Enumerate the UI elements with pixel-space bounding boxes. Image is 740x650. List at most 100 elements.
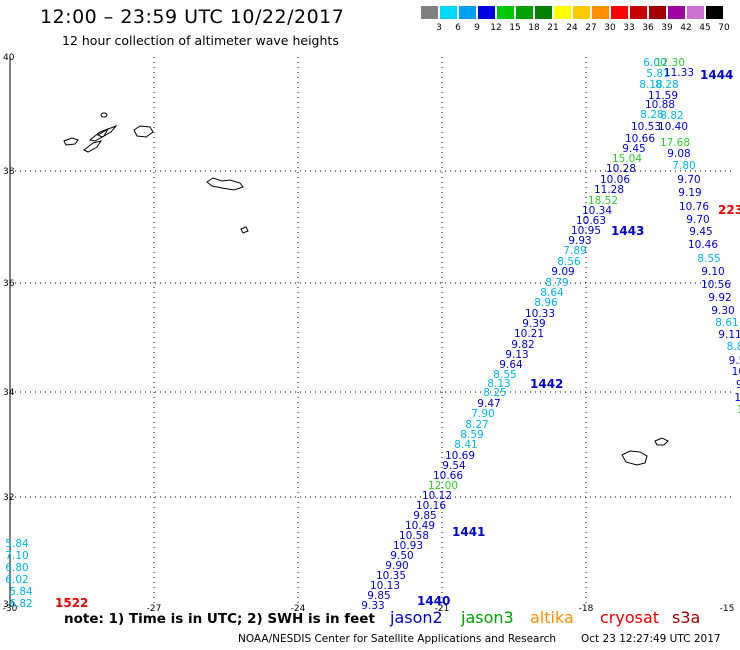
- scale-swatch: [497, 6, 514, 19]
- lat-tick-label: 36: [3, 279, 15, 289]
- wave-height-value: 9.33: [361, 600, 384, 612]
- wave-height-value: 8.25: [483, 387, 506, 399]
- scale-label: 3: [436, 23, 442, 33]
- wave-height-value: 9.11: [718, 329, 740, 341]
- wave-height-value: 10.53: [631, 121, 661, 133]
- pass-number-label: 1443: [611, 224, 644, 238]
- scale-swatch: [649, 6, 666, 19]
- wave-height-value: 5.84: [5, 538, 29, 550]
- lat-tick-label: 30: [3, 600, 15, 610]
- wave-height-value: 10.58: [399, 530, 429, 542]
- wave-height-value: 8.41: [454, 439, 477, 451]
- wave-height-value: 6.80: [5, 562, 28, 574]
- wave-height-value: 8.28: [640, 109, 663, 121]
- scale-swatch: [516, 6, 533, 19]
- island-outline: [206, 177, 244, 191]
- wave-height-value: 8.13: [487, 378, 510, 390]
- wave-height-value: 8.96: [534, 297, 558, 309]
- wave-height-value: 11.33: [664, 67, 694, 79]
- wave-height-value: 10.46: [688, 239, 718, 251]
- satellite-label-cryosat: cryosat: [600, 608, 660, 627]
- wave-height-value: 8.79: [545, 277, 568, 289]
- wave-height-value: 17.68: [660, 137, 690, 149]
- scale-swatch: [687, 6, 704, 19]
- timestamp-text: Oct 23 12:27:49 UTC 2017: [581, 633, 721, 645]
- wave-height-value: 9.45: [689, 226, 712, 238]
- scale-swatch: [668, 6, 685, 19]
- wave-height-value: 9.90: [385, 560, 408, 572]
- wave-height-value: 8.64: [540, 287, 564, 299]
- island-outline: [240, 226, 249, 234]
- wave-height-value: 9.50: [390, 550, 413, 562]
- satellite-label-altika: altika: [530, 608, 574, 627]
- wave-height-value: 9.70: [686, 214, 709, 226]
- wave-height-value: 7.80: [672, 160, 695, 172]
- wave-height-value: 9.82: [511, 339, 534, 351]
- wave-height-value: 11: [734, 392, 740, 404]
- scale-label: 33: [623, 23, 635, 33]
- wave-height-value: 7.90: [471, 408, 494, 420]
- wave-height-value: 10.12: [422, 490, 452, 502]
- wave-height-value: 9.10: [701, 266, 724, 278]
- pass-number-label: 1522: [55, 596, 88, 610]
- wave-height-value: 10.: [732, 366, 740, 378]
- scale-label: 45: [699, 23, 711, 33]
- pass-number-label: 1442: [530, 377, 563, 391]
- scale-swatch: [611, 6, 628, 19]
- wave-height-value: 1: [737, 404, 740, 416]
- wave-height-value: 8.27: [465, 419, 488, 431]
- wave-height-value: 9.47: [477, 398, 500, 410]
- wave-height-value: 10.63: [576, 215, 606, 227]
- wave-height-value: 9.93: [568, 235, 591, 247]
- wave-height-value: 10.13: [370, 580, 400, 592]
- wave-height-value: 10.21: [514, 328, 544, 340]
- wave-height-value: 6.82: [9, 598, 32, 610]
- wave-height-value: 12.00: [428, 480, 458, 492]
- wave-height-value: 9.64: [499, 359, 523, 371]
- wave-height-value: 11.59: [648, 90, 678, 102]
- scale-swatch: [478, 6, 495, 19]
- wave-height-value: 9.08: [667, 148, 690, 160]
- credit-text: NOAA/NESDIS Center for Satellite Applica…: [238, 633, 556, 645]
- wave-height-value: 9.: [736, 379, 740, 391]
- wave-height-value: 11.28: [594, 184, 624, 196]
- wave-height-value: 10.93: [393, 540, 423, 552]
- scale-label: 12: [490, 23, 502, 33]
- wave-height-value: 10.49: [405, 520, 435, 532]
- map-title: 12:00 – 23:59 UTC 10/22/2017: [40, 6, 345, 28]
- pass-number-label: 1440: [417, 594, 450, 608]
- scale-label: 6: [455, 23, 461, 33]
- scale-swatch: [592, 6, 609, 19]
- wave-height-value: 10.33: [525, 308, 555, 320]
- lat-tick-label: 32: [3, 493, 14, 503]
- wave-height-value: 15.04: [612, 153, 642, 165]
- wave-height-value: 7.10: [5, 550, 28, 562]
- lon-tick-label: -18: [579, 604, 594, 614]
- lat-tick-label: 40: [3, 53, 15, 63]
- wave-height-value: 8.18: [639, 79, 662, 91]
- scale-label: 30: [604, 23, 616, 33]
- scale-swatch: [554, 6, 571, 19]
- scale-label: 21: [547, 23, 559, 33]
- wave-height-value: 10.16: [416, 500, 446, 512]
- wave-height-value: 9.13: [505, 349, 528, 361]
- scale-swatch: [706, 6, 723, 19]
- wave-height-value: 10.34: [582, 205, 612, 217]
- wave-height-value: 8.59: [460, 429, 483, 441]
- wave-height-value: 5.84: [9, 586, 33, 598]
- pass-number-label: 1441: [452, 525, 485, 539]
- wave-height-value: 10.28: [606, 163, 636, 175]
- scale-label: 36: [642, 23, 654, 33]
- wave-height-value: 9.85: [367, 590, 390, 602]
- wave-height-value: 9.54: [442, 460, 466, 472]
- wave-height-value: 10.66: [433, 470, 463, 482]
- wave-height-value: 8.56: [557, 256, 581, 268]
- wave-height-value: 10.56: [701, 279, 731, 291]
- island-outline: [63, 137, 79, 146]
- land-outlines: [63, 112, 669, 466]
- wave-height-value: 8.8: [727, 341, 740, 353]
- wave-height-value: 12.30: [655, 57, 685, 69]
- wave-height-value: 10.69: [445, 450, 475, 462]
- lon-tick-label: -27: [147, 604, 162, 614]
